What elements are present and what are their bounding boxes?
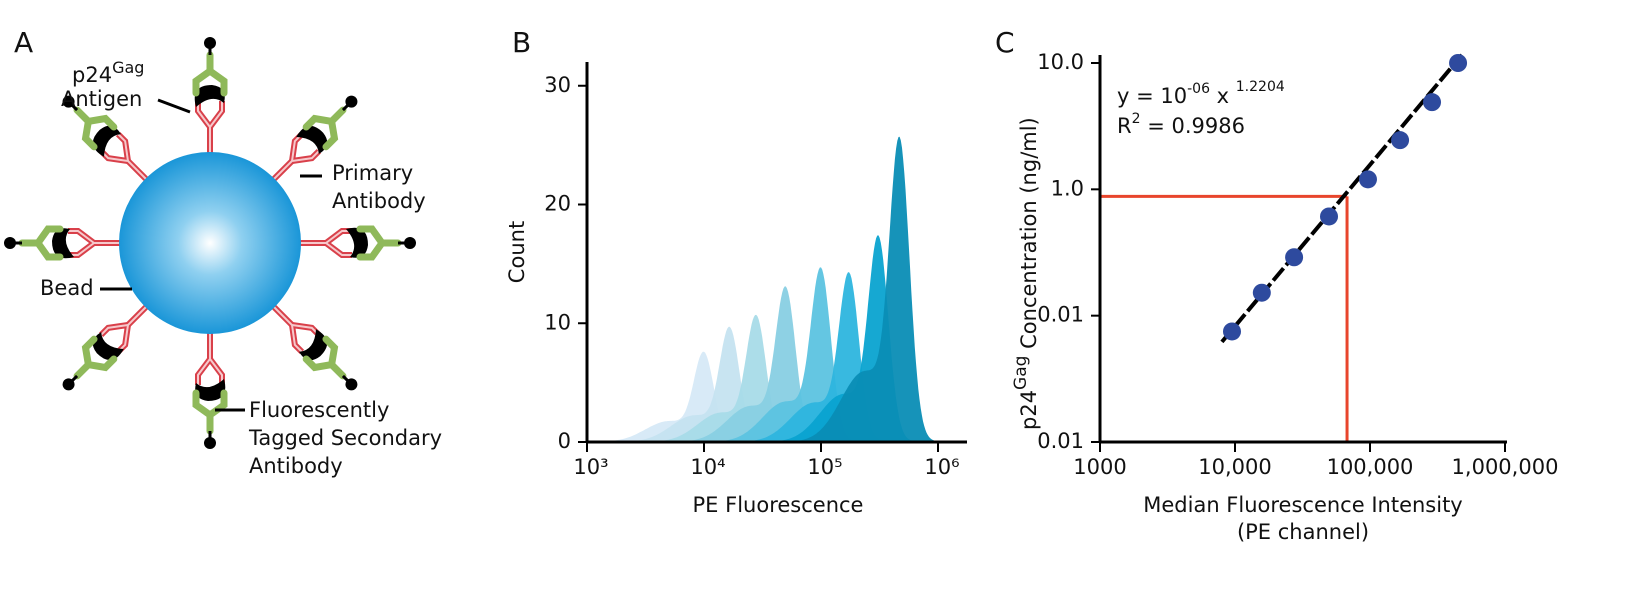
x-tick-label: 1,000,000 bbox=[1452, 455, 1559, 479]
point bbox=[1285, 248, 1304, 267]
antigen-label: p24Gag bbox=[72, 58, 144, 88]
y-tick-label: 1.0 bbox=[1051, 176, 1084, 200]
histogram bbox=[782, 136, 953, 443]
y-tick-label: 0.01 bbox=[1037, 429, 1084, 453]
x-tick-label: 10⁵ bbox=[807, 455, 842, 479]
x-tick-label: 100,000 bbox=[1327, 455, 1414, 479]
point bbox=[1449, 54, 1468, 72]
equation: y = 10-06 x 1.2204 bbox=[1117, 79, 1285, 108]
x-tick-label: 1000 bbox=[1073, 455, 1126, 479]
point bbox=[1320, 207, 1339, 226]
y-tick-label: 20 bbox=[544, 192, 571, 216]
antigen-label: Antigen bbox=[61, 87, 142, 111]
point bbox=[1423, 93, 1442, 112]
bead-label: Bead bbox=[40, 276, 94, 300]
x-tick-label: 10⁶ bbox=[924, 455, 959, 479]
bead-diagram bbox=[4, 37, 416, 449]
point bbox=[1252, 283, 1271, 302]
x-tick-label: 10⁴ bbox=[690, 455, 725, 479]
y-tick-label: 0.01 bbox=[1037, 303, 1084, 327]
y-tick-label: 0 bbox=[558, 429, 571, 453]
x-axis-title: (PE channel) bbox=[1237, 520, 1369, 544]
y-axis-title: p24Gag Concentration (ng/ml) bbox=[1011, 117, 1041, 430]
y-tick-label: 10 bbox=[544, 310, 571, 334]
point bbox=[1358, 170, 1377, 189]
x-axis-title: PE Fluorescence bbox=[693, 493, 864, 517]
secondary-label: Antibody bbox=[249, 454, 343, 478]
y-tick-label: 30 bbox=[544, 73, 571, 97]
x-axis-title: Median Fluorescence Intensity bbox=[1143, 493, 1462, 517]
y-tick-label: 10.0 bbox=[1037, 50, 1084, 74]
x-tick-label: 10³ bbox=[573, 455, 608, 479]
panel-label: A bbox=[14, 26, 33, 59]
r-squared: R2 = 0.9986 bbox=[1117, 111, 1245, 138]
panel-label: C bbox=[995, 26, 1015, 59]
x-tick-label: 10,000 bbox=[1198, 455, 1271, 479]
secondary-label: Fluorescently bbox=[249, 398, 389, 422]
point bbox=[1391, 131, 1410, 150]
y-axis-title: Count bbox=[505, 221, 529, 283]
panel-label: B bbox=[512, 26, 531, 59]
primary-label: Primary bbox=[332, 161, 413, 185]
point bbox=[1222, 322, 1241, 341]
primary-label: Antibody bbox=[332, 189, 426, 213]
secondary-label: Tagged Secondary bbox=[248, 426, 442, 450]
